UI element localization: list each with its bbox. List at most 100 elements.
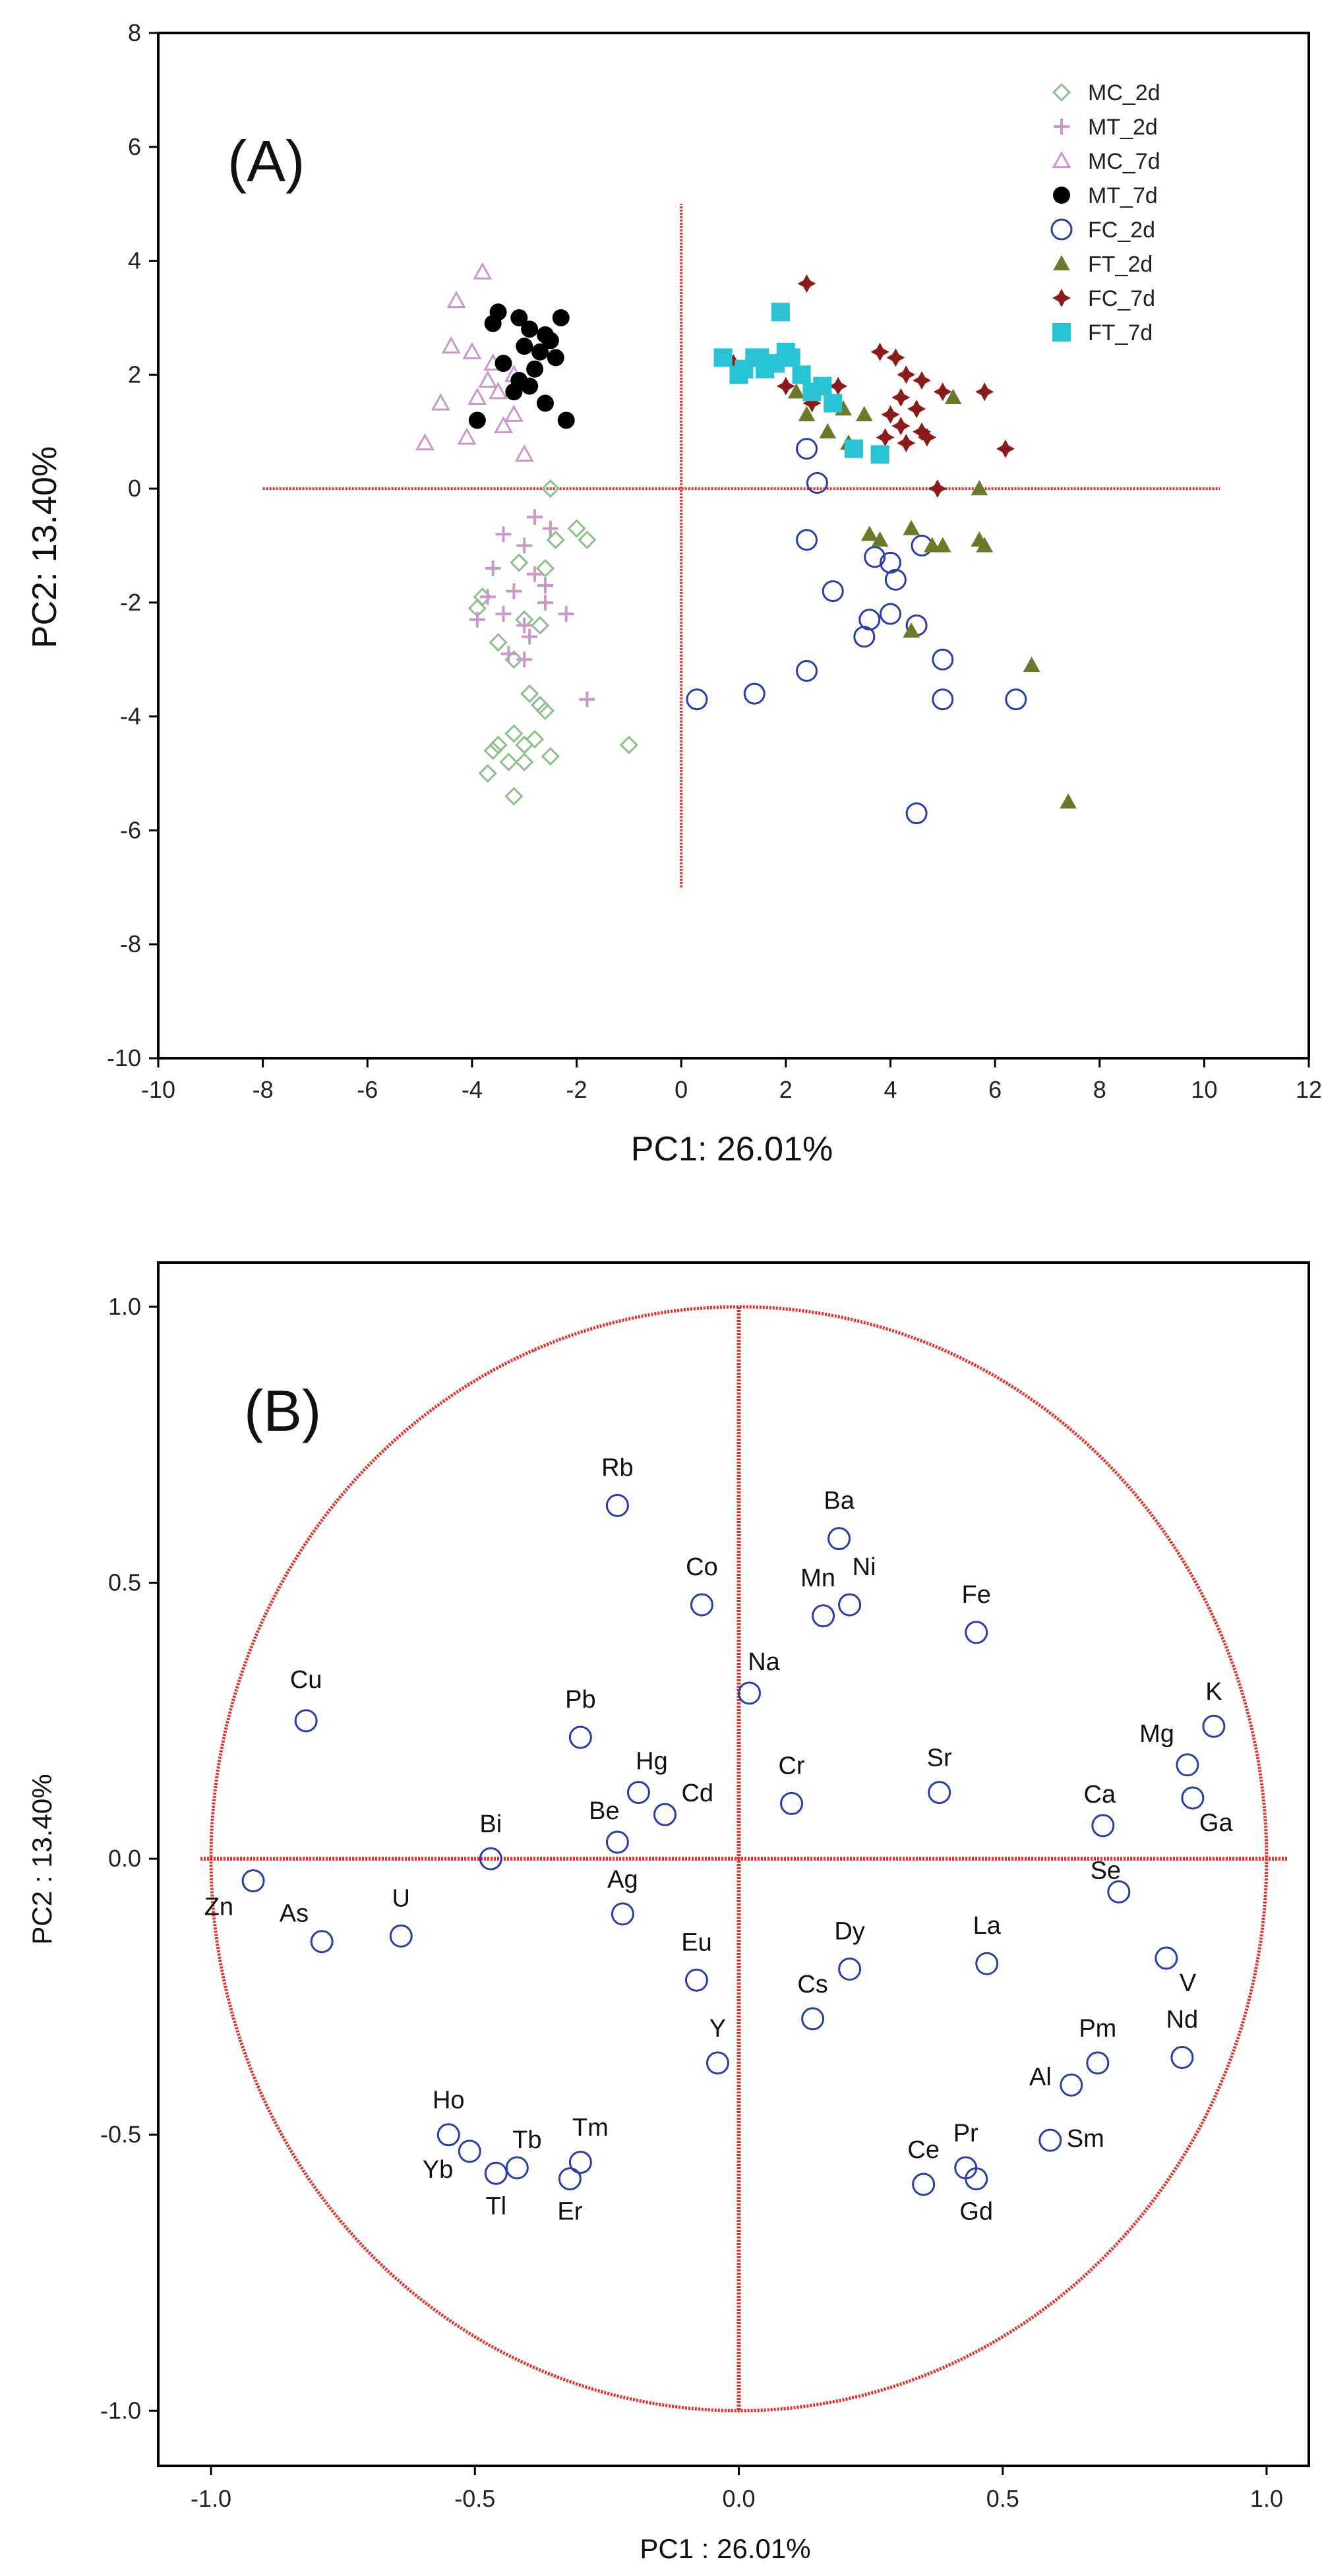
chart-b-x-tick-label: 0.5 xyxy=(986,2485,1019,2512)
chart-a-x-tick-label: 4 xyxy=(884,1076,897,1103)
chart-a-point-mc-7d xyxy=(473,262,493,280)
chart-a-point-fc-2d xyxy=(879,603,901,625)
chart-a-y-tick-label: 2 xyxy=(128,361,141,388)
chart-a-point-mt-2d xyxy=(516,651,533,668)
chart-b-point xyxy=(1176,1753,1199,1777)
chart-a-legend-marker-ft-2d xyxy=(1053,255,1070,271)
chart-a-point-mc-2d xyxy=(478,764,497,783)
chart-a-point-mt-7d xyxy=(521,320,539,338)
chart-a-x-tick-label: -2 xyxy=(566,1076,587,1103)
chart-a-legend-marker-mc-2d xyxy=(1052,82,1071,102)
chart-a-point-mc-2d xyxy=(546,530,565,549)
chart-a-point-ft-7d xyxy=(713,348,733,367)
chart-b-point xyxy=(484,2161,508,2185)
chart-a-legend-label: MT_2d xyxy=(1088,115,1158,140)
chart-a-legend-label: FT_7d xyxy=(1088,320,1153,345)
chart-b-point xyxy=(1202,1714,1226,1738)
chart-a-point-fc-7d xyxy=(933,382,952,402)
chart-b-x-tick-label: 1.0 xyxy=(1250,2485,1283,2512)
chart-a-x-tick-label: 10 xyxy=(1191,1076,1217,1103)
chart-a-point-mc-2d xyxy=(504,787,524,806)
chart-b-point-label: Na xyxy=(748,1648,780,1676)
chart-a-point-fc-2d xyxy=(686,688,708,711)
chart-b-point-label: Ga xyxy=(1199,1809,1234,1837)
chart-a-legend-marker-ft-7d xyxy=(1052,323,1071,342)
chart-b-point-label: La xyxy=(973,1912,1002,1940)
chart-a-point-fc-7d xyxy=(975,382,994,402)
chart-a-point-mt-2d xyxy=(495,606,512,622)
chart-b-y-tick-label: 0.5 xyxy=(108,1569,141,1596)
chart-b-panel-label: (B) xyxy=(244,1378,321,1443)
chart-a-point-fc-7d xyxy=(724,354,743,373)
chart-a-point-mc-7d xyxy=(431,393,450,411)
chart-a-point-mc-7d xyxy=(489,382,508,400)
chart-a-point-mt-7d xyxy=(510,309,528,326)
chart-a-point-mc-2d xyxy=(578,530,597,549)
chart-a-x-tick-label: 8 xyxy=(1093,1076,1106,1103)
chart-a-point-mt-7d xyxy=(531,343,549,361)
chart-a-point-fc-2d xyxy=(932,648,954,671)
chart-a-point-mc-7d xyxy=(457,427,477,445)
chart-a-point-mc-7d xyxy=(467,387,487,405)
chart-b-point xyxy=(975,1952,999,1975)
chart-a-point-ft-2d xyxy=(924,537,941,553)
chart-a-point-mc-2d xyxy=(530,696,550,715)
chart-a-point-mc-2d xyxy=(520,684,539,704)
chart-a-legend-marker-fc-7d xyxy=(1052,289,1071,307)
chart-b-point xyxy=(1038,2128,1062,2152)
chart-a-point-ft-2d xyxy=(819,423,837,438)
chart-b-point-label: Bi xyxy=(479,1811,502,1838)
chart-a-point-mc-7d xyxy=(415,433,435,451)
chart-a-point-mt-7d xyxy=(516,338,533,355)
chart-b-point xyxy=(605,1493,629,1517)
chart-a-point-mt-7d xyxy=(484,315,502,332)
chart-b-y-axis-label: PC2 : 13.40% xyxy=(26,1774,57,1944)
chart-a-point-mt-2d xyxy=(537,577,553,593)
chart-a-point-mc-2d xyxy=(504,724,524,743)
chart-b-point xyxy=(838,1593,862,1617)
chart-b-point xyxy=(1107,1880,1131,1903)
chart-b-point-label: Pm xyxy=(1079,2015,1116,2043)
chart-b-point xyxy=(838,1958,862,1981)
chart-a-legend-marker-mt-7d xyxy=(1053,187,1070,204)
chart-a-x-tick-label: -10 xyxy=(141,1076,175,1103)
chart-a-legend-label: FC_7d xyxy=(1088,286,1155,311)
chart-a-point-ft-2d xyxy=(860,525,878,541)
chart-b-point-label: Ho xyxy=(433,2087,465,2114)
chart-a-point-fc-7d xyxy=(870,342,889,361)
chart-b-point xyxy=(780,1791,804,1815)
chart-a-point-mc-7d xyxy=(441,336,461,354)
chart-b-point xyxy=(605,1830,629,1854)
chart-a-point-mt-2d xyxy=(579,691,595,707)
chart-b-point-label: Mg xyxy=(1139,1720,1174,1748)
chart-b-point-label: Ca xyxy=(1084,1781,1116,1809)
chart-a-point-ft-7d xyxy=(844,439,863,458)
chart-a-point-mc-2d xyxy=(515,735,534,754)
chart-b-point-label: Be xyxy=(589,1797,619,1825)
chart-a-point-ft-2d xyxy=(934,537,951,553)
chart-b-point xyxy=(812,1604,835,1628)
chart-a-x-tick-label: 0 xyxy=(675,1076,688,1103)
chart-a-point-ft-7d xyxy=(745,348,764,367)
chart-a-legend-label: FC_2d xyxy=(1088,218,1155,243)
chart-b-point xyxy=(827,1527,851,1551)
chart-a-legend-marker-mt-2d xyxy=(1054,119,1069,135)
chart-a-point-fc-2d xyxy=(864,546,886,568)
chart-a-point-ft-7d xyxy=(792,365,811,384)
chart-a-point-fc-2d xyxy=(822,580,844,603)
chart-a-point-ft-7d xyxy=(771,303,790,322)
chart-a-x-tick-label: -8 xyxy=(253,1076,274,1103)
chart-b-x-tick-label: -1.0 xyxy=(191,2485,231,2512)
chart-a-point-ft-2d xyxy=(1060,793,1077,809)
chart-a-point-mt-2d xyxy=(527,566,543,582)
chart-b-point-label: Ce xyxy=(907,2136,940,2164)
chart-a-point-mt-2d xyxy=(558,606,574,622)
chart-a-x-tick-label: 6 xyxy=(988,1076,1002,1103)
chart-b-y-tick-label: 0.0 xyxy=(108,1845,141,1872)
chart-a-point-fc-7d xyxy=(797,274,816,293)
chart-b-point-label: Ba xyxy=(824,1487,855,1515)
chart-b-point xyxy=(965,1621,988,1644)
chart-b-point xyxy=(1181,1786,1205,1810)
chart-a: (A) PC1: 26.01% PC2: 13.40% -10 -8 -6 -4 -2 0… xyxy=(26,19,1322,1168)
chart-a-point-mc-2d xyxy=(515,752,534,771)
